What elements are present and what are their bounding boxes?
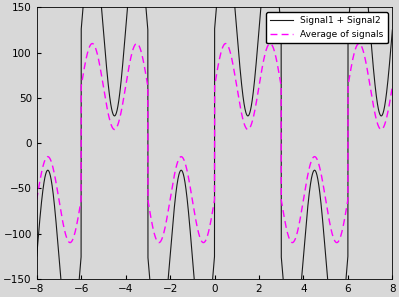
Signal1 + Signal2 [327, 296, 332, 297]
Signal1 + Signal2 [300, 269, 304, 273]
Average of signals [290, 241, 295, 244]
Legend: Signal1 + Signal2, Average of signals: Signal1 + Signal2, Average of signals [266, 12, 388, 43]
Signal1 + Signal2 [34, 255, 39, 258]
Line: Signal1 + Signal2: Signal1 + Signal2 [37, 0, 392, 297]
Average of signals [134, 42, 139, 45]
Average of signals [170, 182, 175, 186]
Average of signals [327, 219, 332, 222]
Signal1 + Signal2 [99, 3, 104, 7]
Signal1 + Signal2 [390, 28, 395, 32]
Average of signals [248, 126, 253, 129]
Average of signals [99, 72, 104, 76]
Signal1 + Signal2 [248, 110, 253, 114]
Line: Average of signals: Average of signals [37, 44, 392, 243]
Average of signals [300, 205, 304, 209]
Signal1 + Signal2 [170, 224, 175, 227]
Average of signals [390, 85, 395, 88]
Average of signals [266, 44, 271, 47]
Average of signals [34, 198, 39, 201]
